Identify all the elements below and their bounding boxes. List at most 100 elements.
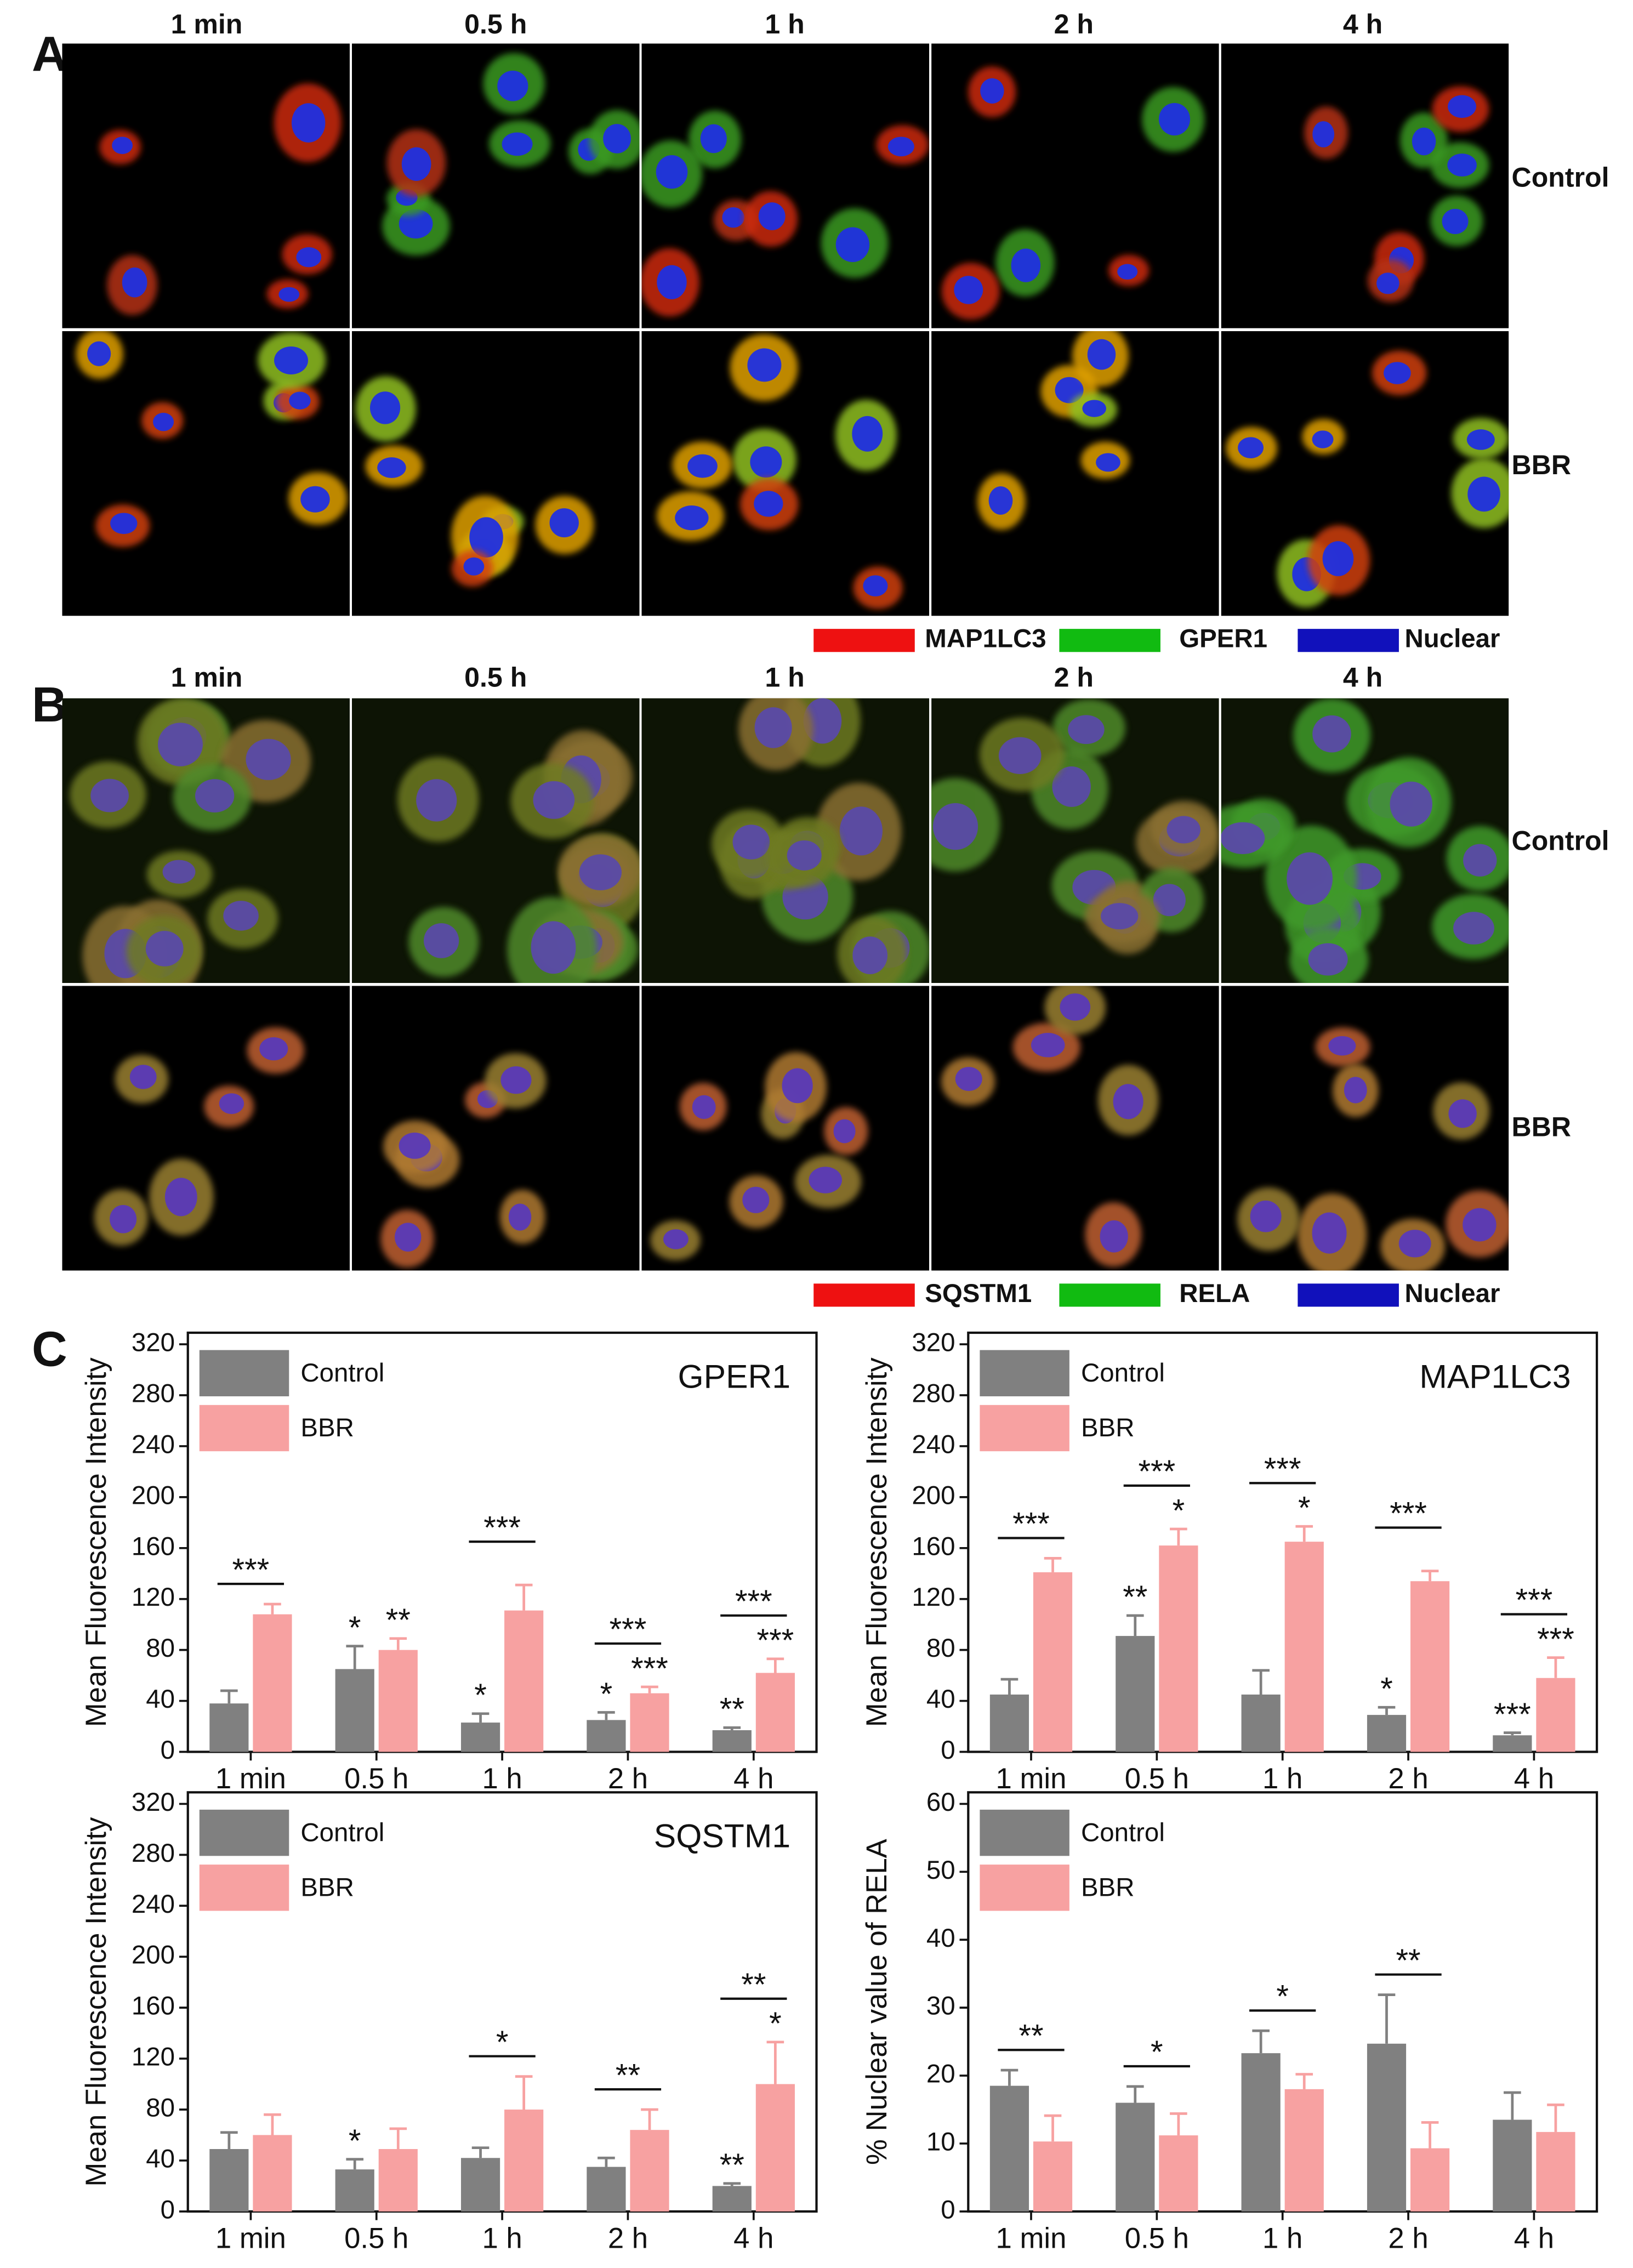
nucleus xyxy=(603,124,631,154)
error-bar xyxy=(346,1645,364,1669)
legend-swatch xyxy=(1059,629,1160,652)
micrograph xyxy=(1221,331,1509,616)
nucleus xyxy=(1250,1200,1282,1232)
bar xyxy=(1241,2053,1281,2212)
nucleus xyxy=(988,486,1013,515)
x-tick-label: 0.5 h xyxy=(1125,2222,1189,2254)
nucleus xyxy=(687,454,718,478)
y-axis-label: Mean Fluorescence Intensity xyxy=(80,1357,112,1727)
error-bar xyxy=(1547,2103,1564,2132)
legend-label: BBR xyxy=(300,1873,354,1902)
y-tick-label: 40 xyxy=(146,2144,175,2173)
nucleus xyxy=(1467,476,1500,512)
nucleus xyxy=(998,737,1042,774)
bar xyxy=(1116,2102,1155,2212)
nucleus xyxy=(87,341,111,366)
error-bar xyxy=(1295,2073,1313,2089)
bar xyxy=(209,2149,249,2212)
x-tick-label: 2 h xyxy=(608,2222,648,2254)
nucleus xyxy=(852,936,888,975)
error-bar xyxy=(1378,1706,1396,1715)
row-label: Control xyxy=(1512,826,1609,856)
nucleus xyxy=(369,391,401,424)
bar xyxy=(1536,1678,1575,1752)
legend-label: BBR xyxy=(1081,1413,1135,1442)
x-tick-label: 2 h xyxy=(608,1763,648,1795)
y-tick-label: 40 xyxy=(926,1924,955,1953)
x-tick-label: 0.5 h xyxy=(344,1763,408,1795)
x-tick-label: 1 h xyxy=(1262,1763,1302,1795)
bar xyxy=(1116,1636,1155,1752)
nucleus xyxy=(122,267,147,298)
error-bar xyxy=(1000,1678,1019,1695)
nucleus xyxy=(195,779,235,812)
nucleus xyxy=(1096,453,1120,472)
bar xyxy=(1159,2135,1198,2212)
column-header: 2 h xyxy=(1054,9,1094,39)
nucleus xyxy=(722,207,744,228)
error-bar xyxy=(1504,1731,1521,1736)
micrograph xyxy=(1221,698,1509,984)
comparison-label: *** xyxy=(483,1510,521,1545)
significance-label: * xyxy=(1173,1493,1185,1528)
x-tick-label: 0.5 h xyxy=(344,2222,408,2254)
bar xyxy=(1241,1694,1281,1752)
nucleus xyxy=(1312,715,1351,753)
nucleus xyxy=(657,265,687,299)
nucleus xyxy=(1113,1084,1143,1119)
nucleus xyxy=(1100,1220,1128,1253)
nucleus xyxy=(863,575,888,596)
column-header: 1 h xyxy=(765,662,804,693)
error-bar xyxy=(598,1711,615,1720)
bar xyxy=(335,2169,374,2212)
bar xyxy=(587,2167,626,2212)
legend-label: MAP1LC3 xyxy=(925,624,1046,653)
nucleus xyxy=(1466,429,1495,450)
comparison-label: ** xyxy=(616,2058,640,2093)
nucleus xyxy=(809,1167,843,1193)
bar xyxy=(755,2084,795,2212)
bar xyxy=(504,1610,544,1752)
x-tick-label: 1 h xyxy=(482,1763,522,1795)
comparison-label: ** xyxy=(1396,1943,1420,1979)
y-tick-label: 280 xyxy=(912,1379,955,1408)
nucleus xyxy=(377,457,406,478)
x-tick-label: 1 h xyxy=(1262,2222,1302,2254)
nucleus xyxy=(300,486,330,513)
y-tick-label: 40 xyxy=(146,1685,175,1714)
row-label: BBR xyxy=(1512,450,1571,480)
y-tick-label: 200 xyxy=(132,1481,175,1510)
y-tick-label: 60 xyxy=(926,1788,955,1817)
row-label: BBR xyxy=(1512,1112,1571,1142)
nucleus xyxy=(533,781,575,819)
y-axis-label: Mean Fluorescence Intensity xyxy=(80,1817,112,2187)
nucleus xyxy=(1238,437,1264,459)
y-tick-label: 240 xyxy=(132,1430,175,1459)
y-tick-label: 80 xyxy=(146,1634,175,1663)
micrograph xyxy=(62,698,350,984)
nucleus xyxy=(1448,95,1476,118)
y-tick-label: 50 xyxy=(926,1856,955,1885)
y-tick-label: 160 xyxy=(132,1992,175,2021)
bar xyxy=(1493,2119,1532,2212)
nucleus xyxy=(278,287,300,302)
bar xyxy=(712,2186,752,2212)
significance-label: * xyxy=(349,2124,361,2159)
legend-label: Nuclear xyxy=(1404,624,1500,653)
error-bar xyxy=(471,2146,490,2158)
comparison-label: *** xyxy=(1012,1507,1050,1542)
y-tick-label: 80 xyxy=(926,1634,955,1663)
nucleus xyxy=(112,137,133,154)
x-tick-label: 4 h xyxy=(733,1763,773,1795)
column-header: 1 min xyxy=(171,9,243,39)
nucleus xyxy=(110,513,138,535)
comparison-label: * xyxy=(1276,1980,1289,2015)
x-tick-label: 1 h xyxy=(482,2222,522,2254)
nucleus xyxy=(223,901,259,931)
significance-label: *** xyxy=(631,1651,668,1686)
bar xyxy=(1410,2148,1450,2212)
nucleus xyxy=(700,124,727,154)
comparison-label: *** xyxy=(610,1612,647,1647)
